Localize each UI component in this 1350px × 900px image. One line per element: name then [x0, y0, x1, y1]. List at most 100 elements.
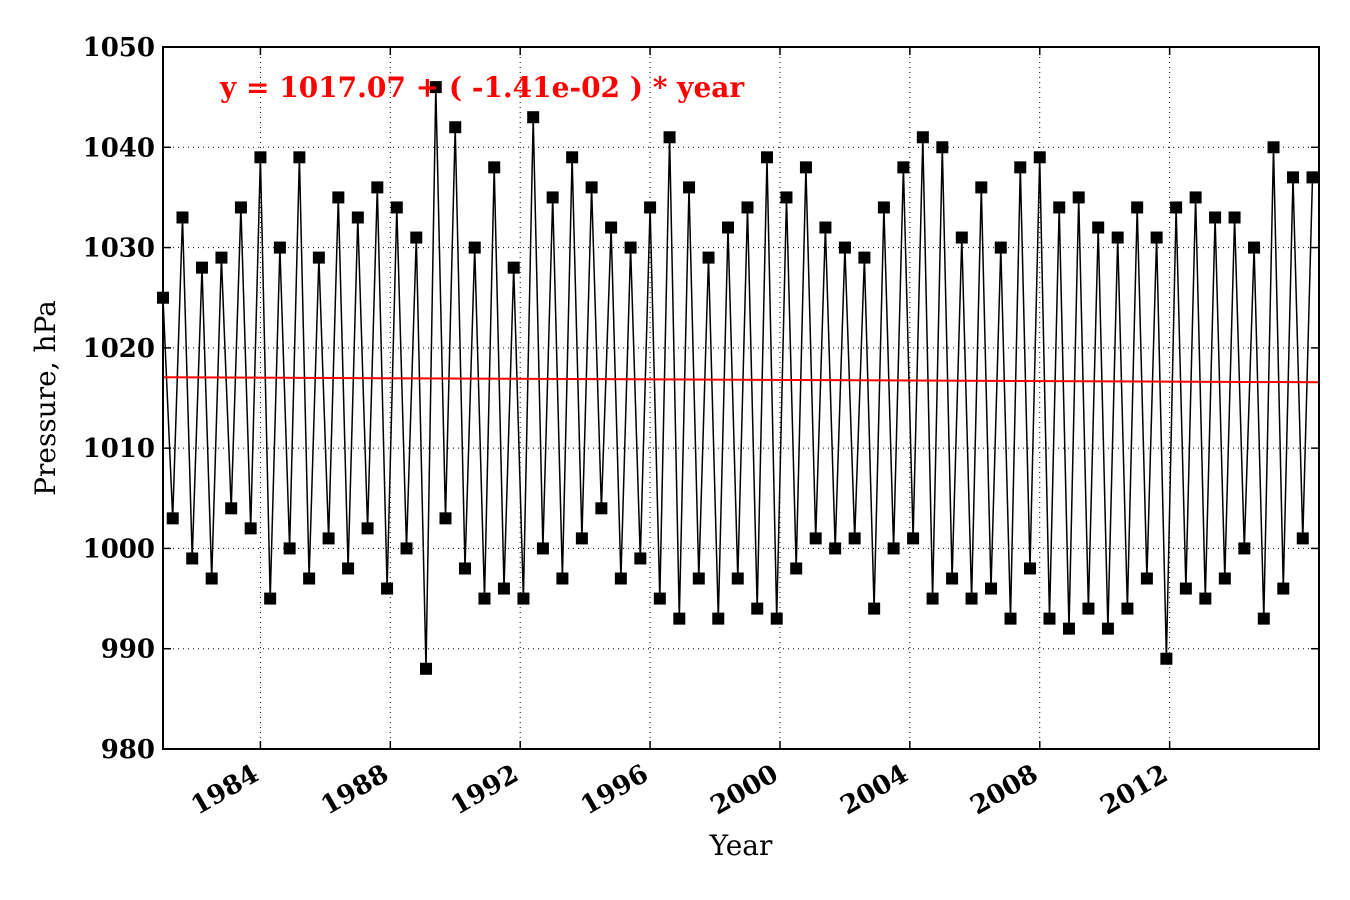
data-point	[1043, 612, 1056, 625]
x-tick-label: 2012	[1095, 759, 1173, 821]
data-point	[342, 562, 355, 575]
x-tick-label: 1984	[186, 759, 264, 821]
data-point	[741, 201, 754, 214]
data-point	[1306, 171, 1319, 184]
data-point	[1189, 191, 1202, 204]
x-tick-label: 2008	[966, 759, 1044, 821]
y-tick-label: 1040	[83, 133, 155, 163]
data-point	[517, 592, 530, 605]
x-tick-label: 2004	[836, 759, 914, 821]
data-point	[244, 522, 257, 535]
data-point	[868, 602, 881, 615]
y-tick-label: 1050	[83, 33, 155, 63]
data-point	[566, 151, 579, 164]
data-point	[1218, 572, 1231, 585]
data-point	[829, 542, 842, 555]
data-series	[157, 81, 1319, 675]
y-axis-label: Pressure, hPa	[29, 300, 62, 496]
data-point	[1111, 231, 1124, 244]
data-point	[663, 131, 676, 144]
data-point	[1082, 602, 1095, 615]
data-point	[458, 562, 471, 575]
data-point	[858, 251, 871, 264]
data-point	[673, 612, 686, 625]
data-point	[1209, 211, 1222, 224]
data-point	[468, 241, 481, 254]
data-point	[1072, 191, 1085, 204]
data-point	[907, 532, 920, 545]
data-point	[799, 161, 812, 174]
data-point	[1033, 151, 1046, 164]
data-point	[322, 532, 335, 545]
data-point	[770, 612, 783, 625]
data-point	[478, 592, 491, 605]
x-tick-label: 1992	[446, 759, 524, 821]
data-point	[936, 141, 949, 154]
data-point	[1024, 562, 1036, 575]
data-point	[731, 572, 744, 585]
data-point	[215, 251, 228, 264]
data-point	[1004, 612, 1017, 625]
data-point	[332, 191, 345, 204]
data-point	[595, 502, 608, 515]
data-point	[926, 592, 939, 605]
data-point	[1121, 602, 1134, 615]
x-axis-label: Year	[709, 829, 773, 862]
y-tick-label: 1010	[83, 434, 155, 464]
data-point	[1053, 201, 1066, 214]
data-point	[390, 201, 403, 214]
y-tick-label: 1000	[83, 534, 155, 564]
data-point	[946, 572, 959, 585]
data-point	[1062, 622, 1075, 635]
data-point	[1228, 211, 1241, 224]
y-tick-label: 1030	[83, 234, 155, 264]
data-point	[887, 542, 900, 555]
data-point	[877, 201, 890, 214]
plot-frame	[162, 46, 1320, 750]
trend-line	[162, 376, 1320, 384]
data-point	[1014, 161, 1027, 174]
y-tick-label: 980	[101, 735, 155, 765]
data-point	[1199, 592, 1212, 605]
data-point	[634, 552, 647, 565]
data-point	[254, 151, 267, 164]
data-point	[225, 502, 238, 515]
data-point	[1160, 652, 1173, 665]
data-point	[955, 231, 968, 244]
data-point	[624, 241, 637, 254]
data-point	[166, 512, 179, 525]
data-point	[351, 211, 364, 224]
data-point	[644, 201, 657, 214]
data-point	[205, 572, 218, 585]
data-point	[234, 201, 247, 214]
x-tick-label: 1988	[316, 759, 394, 821]
data-point	[897, 161, 910, 174]
data-point	[712, 612, 725, 625]
data-point	[312, 251, 325, 264]
data-point	[585, 181, 598, 194]
data-point	[975, 181, 988, 194]
data-point	[303, 572, 316, 585]
data-point	[809, 532, 822, 545]
y-tick-label: 990	[101, 635, 155, 665]
regression-equation: y = 1017.07 + ( -1.41e-02 ) * year	[219, 71, 745, 104]
data-point	[449, 121, 462, 134]
data-point	[653, 592, 666, 605]
trend-line-path	[162, 376, 1320, 384]
data-point	[527, 111, 540, 124]
data-point	[371, 181, 384, 194]
data-point	[1267, 141, 1280, 154]
x-tick-label: 2000	[706, 759, 784, 821]
data-point	[420, 662, 433, 675]
data-point	[1257, 612, 1270, 625]
data-point	[994, 241, 1007, 254]
data-point	[1140, 572, 1153, 585]
data-point	[1296, 532, 1309, 545]
data-point	[1179, 582, 1192, 595]
data-point	[439, 512, 452, 525]
data-point	[780, 191, 793, 204]
data-point	[575, 532, 588, 545]
data-point	[692, 572, 705, 585]
data-point	[702, 251, 715, 264]
